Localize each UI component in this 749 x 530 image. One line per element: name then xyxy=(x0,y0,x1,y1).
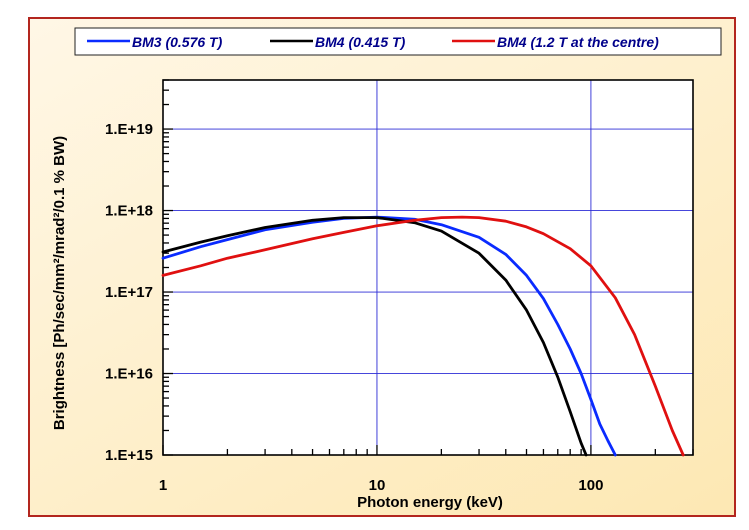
y-tick-label: 1.E+18 xyxy=(105,203,153,220)
x-tick-label: 100 xyxy=(578,477,603,494)
legend-box xyxy=(74,27,722,56)
legend-label-bm3: BM3 (0.576 T) xyxy=(132,34,223,50)
legend-label-bm4-centre: BM4 (1.2 T at the centre) xyxy=(497,34,659,50)
series-line-2 xyxy=(161,215,685,457)
plot-background xyxy=(163,80,693,455)
x-axis-title: Photon energy (keV) xyxy=(357,494,503,511)
legend: BM3 (0.576 T) BM4 (0.415 T) BM4 (1.2 T a… xyxy=(74,27,722,56)
x-tick-label: 10 xyxy=(369,477,386,494)
plot-area xyxy=(163,80,693,455)
plot-border xyxy=(162,79,694,456)
series-line-0 xyxy=(161,215,617,457)
legend-label-bm4: BM4 (0.415 T) xyxy=(315,34,406,50)
y-tick-label: 1.E+16 xyxy=(105,366,153,383)
y-tick-label: 1.E+19 xyxy=(105,121,153,138)
series-line-1 xyxy=(161,216,588,457)
y-tick-label: 1.E+15 xyxy=(105,447,153,464)
y-tick-label: 1.E+17 xyxy=(105,284,153,301)
series-lines xyxy=(161,215,685,457)
y-axis-title: Brightness [Ph/sec/mm²/mrad²/0.1 % BW) xyxy=(51,136,68,430)
tick-labels: 1.E+15 1.E+16 1.E+17 1.E+18 1.E+19 1 10 100 xyxy=(105,121,603,494)
x-tick-label: 1 xyxy=(159,477,167,494)
axis-ticks xyxy=(162,79,694,456)
